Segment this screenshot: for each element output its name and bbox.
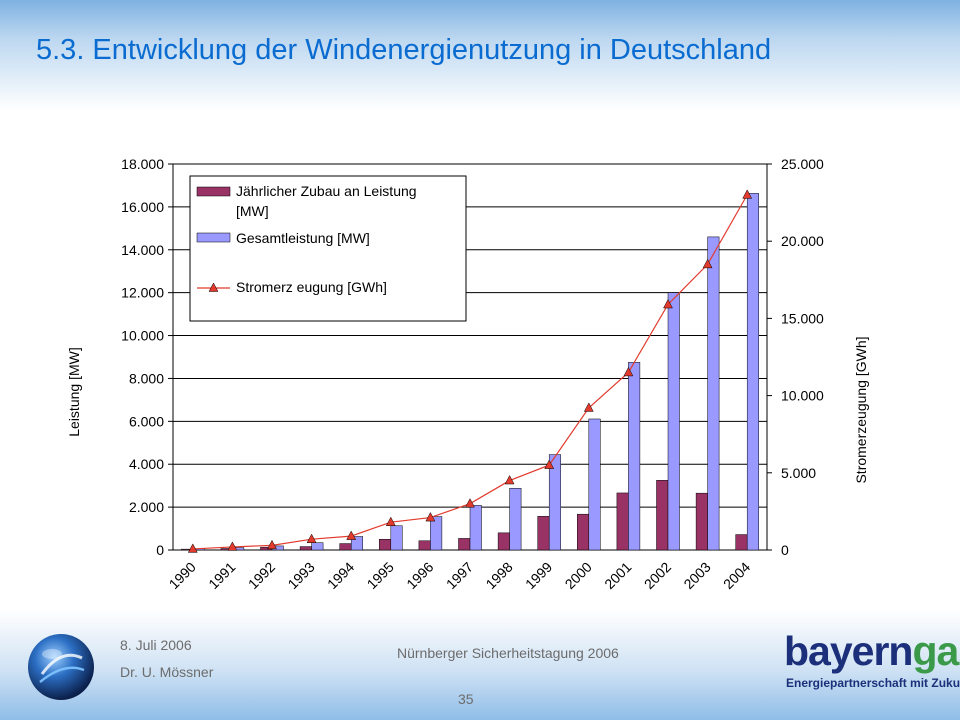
bar-annual-addition <box>616 492 629 551</box>
marker-power-generation <box>742 189 753 199</box>
y-tick-label: 0 <box>156 542 164 558</box>
y2-tick-label: 15.000 <box>781 310 824 326</box>
x-tick-label: 1990 <box>166 559 199 592</box>
legend-box <box>189 175 467 322</box>
bar-total-capacity <box>746 193 759 551</box>
legend-swatch-annual <box>196 186 231 197</box>
y-tick-label: 2.000 <box>129 499 164 515</box>
marker-power-generation <box>187 543 198 553</box>
bar-annual-addition <box>299 546 312 551</box>
brand-name-main: bayern <box>784 628 913 674</box>
brand-tagline: Energiepartnerschaft mit Zukunft <box>786 676 960 690</box>
footer-event: Nürnberger Sicherheitstagung 2006 <box>397 645 619 661</box>
header-band <box>0 0 960 110</box>
marker-power-generation <box>385 516 396 526</box>
bar-annual-addition <box>418 540 431 551</box>
bar-annual-addition <box>695 492 708 551</box>
y2-tick-label: 10.000 <box>781 388 824 404</box>
legend-label-production: Stromerz eugung [GWh] <box>236 279 387 295</box>
marker-power-generation <box>306 533 317 543</box>
y-tick-label: 16.000 <box>121 199 164 215</box>
bar-total-capacity <box>469 505 482 551</box>
bar-annual-addition <box>497 532 510 551</box>
marker-power-generation <box>227 541 238 551</box>
marker-power-generation <box>544 459 555 469</box>
bar-total-capacity <box>628 362 641 551</box>
bar-total-capacity <box>667 292 680 551</box>
legend-label-annual-unit: [MW] <box>236 203 269 219</box>
bar-annual-addition <box>379 539 392 551</box>
company-orb-logo-icon <box>28 634 94 700</box>
y-tick-label: 18.000 <box>121 156 164 172</box>
bar-annual-addition <box>537 516 550 551</box>
x-tick-label: 2000 <box>562 559 595 592</box>
marker-power-generation <box>623 366 634 377</box>
x-tick-label: 2001 <box>601 559 634 592</box>
marker-power-generation <box>425 512 436 522</box>
x-tick-label: 1999 <box>522 559 555 592</box>
y-tick-label: 4.000 <box>129 456 164 472</box>
x-tick-label: 1996 <box>403 559 436 592</box>
y2-tick-label: 20.000 <box>781 233 824 249</box>
marker-power-generation <box>583 402 594 412</box>
brand-name-accent: gas <box>912 628 960 674</box>
bar-annual-addition <box>735 534 748 551</box>
footer-band <box>0 610 960 720</box>
marker-power-generation <box>504 474 515 485</box>
x-tick-label: 2003 <box>680 559 713 592</box>
y-axis-title: Leistung [MW] <box>66 347 82 436</box>
x-tick-label: 2002 <box>641 559 674 592</box>
y-tick-label: 12.000 <box>121 285 164 301</box>
bar-total-capacity <box>548 454 561 551</box>
legend-label-total: Gesamtleistung [MW] <box>236 230 370 246</box>
bar-annual-addition <box>656 480 669 551</box>
x-tick-label: 1997 <box>443 559 476 592</box>
y2-axis-title: Stromerzeugung [GWh] <box>853 336 869 483</box>
page-number: 35 <box>458 691 474 707</box>
marker-power-generation <box>465 498 475 508</box>
x-tick-label: 1994 <box>324 559 357 592</box>
bar-total-capacity <box>311 542 324 551</box>
x-tick-label: 1993 <box>284 559 317 592</box>
legend-label-annual: Jährlicher Zubau an Leistung <box>236 183 417 199</box>
brand-logo: bayerngas <box>784 628 960 675</box>
bar-annual-addition <box>458 538 471 551</box>
marker-power-generation <box>346 530 357 540</box>
x-tick-label: 1992 <box>245 559 278 592</box>
bar-total-capacity <box>350 536 363 551</box>
bar-total-capacity <box>430 516 443 551</box>
x-tick-label: 1995 <box>364 559 397 592</box>
marker-power-generation <box>663 298 673 309</box>
y-tick-label: 6.000 <box>129 413 164 429</box>
y-tick-label: 8.000 <box>129 370 164 386</box>
y-tick-label: 14.000 <box>121 242 164 258</box>
bar-annual-addition <box>339 543 352 551</box>
footer-author: Dr. U. Mössner <box>120 664 214 680</box>
bar-total-capacity <box>707 236 720 551</box>
footer-date: 8. Juli 2006 <box>120 637 192 653</box>
legend-swatch-total <box>196 232 231 243</box>
y2-tick-label: 5.000 <box>781 465 816 481</box>
y2-tick-label: 25.000 <box>781 156 824 172</box>
y2-tick-label: 0 <box>781 542 789 558</box>
marker-power-generation <box>702 258 713 269</box>
bar-annual-addition <box>577 513 590 551</box>
legend-marker-production <box>208 282 219 292</box>
y-tick-label: 10.000 <box>121 328 164 344</box>
x-tick-label: 1998 <box>482 559 515 592</box>
bar-total-capacity <box>509 487 522 551</box>
x-tick-label: 2004 <box>720 559 753 592</box>
bar-total-capacity <box>588 418 601 551</box>
x-tick-label: 1991 <box>205 559 238 592</box>
slide-title: 5.3. Entwicklung der Windenergienutzung … <box>36 34 772 66</box>
marker-power-generation <box>267 539 277 550</box>
bar-total-capacity <box>390 525 403 551</box>
